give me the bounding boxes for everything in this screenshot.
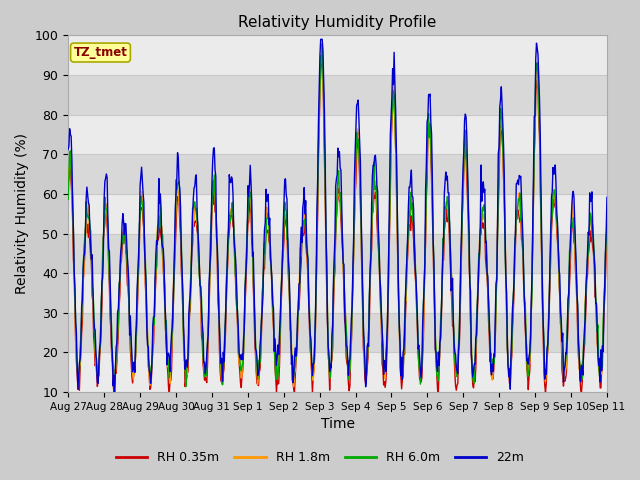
Bar xyxy=(68,36,607,75)
Bar xyxy=(68,313,607,352)
Bar xyxy=(68,154,607,194)
Bar xyxy=(68,75,607,115)
Title: Relativity Humidity Profile: Relativity Humidity Profile xyxy=(238,15,436,30)
Legend: RH 0.35m, RH 1.8m, RH 6.0m, 22m: RH 0.35m, RH 1.8m, RH 6.0m, 22m xyxy=(111,446,529,469)
Bar xyxy=(68,273,607,313)
Bar xyxy=(68,234,607,273)
Bar xyxy=(68,115,607,154)
X-axis label: Time: Time xyxy=(321,418,355,432)
Bar xyxy=(68,352,607,392)
Bar xyxy=(68,194,607,234)
Text: TZ_tmet: TZ_tmet xyxy=(74,46,127,59)
Y-axis label: Relativity Humidity (%): Relativity Humidity (%) xyxy=(15,133,29,294)
